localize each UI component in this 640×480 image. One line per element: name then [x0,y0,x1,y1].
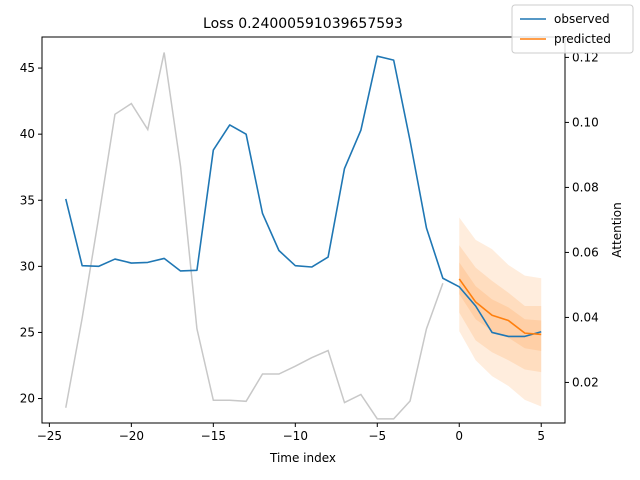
series-attention-line [65,52,444,420]
y-axis-right: 0.02 0.04 0.06 0.08 0.10 0.12 [565,50,599,389]
legend-label-predicted: predicted [554,32,611,46]
quantile-band-3 [459,262,542,351]
y-tick-label: 25 [20,325,35,339]
x-axis-label: Time index [269,451,336,465]
x-tick-label: −25 [37,429,62,443]
legend-box [511,4,634,54]
y2-tick-label: 0.02 [572,375,599,389]
y2-axis-label: Attention [610,202,624,257]
y-tick-label: 20 [20,392,35,406]
legend: observed predicted [511,4,634,54]
quantile-band-2 [459,245,542,373]
plot-area [64,52,542,420]
y2-tick-label: 0.04 [572,310,599,324]
x-tick-label: −10 [283,429,308,443]
axes-frame [41,36,566,424]
quantile-band-1 [459,217,542,407]
y-tick-label: 40 [20,127,35,141]
x-tick-label: 5 [537,429,545,443]
legend-label-observed: observed [554,12,610,26]
x-axis: −25 −20 −15 −10 −5 0 5 [37,423,545,443]
y2-tick-label: 0.08 [572,180,599,194]
y2-tick-label: 0.06 [572,245,599,259]
x-tick-label: −20 [119,429,144,443]
y2-tick-label: 0.10 [572,115,599,129]
y-tick-label: 35 [20,193,35,207]
series-predicted-line [458,278,542,336]
series-observed-line [64,55,542,338]
chart-title: Loss 0.24000591039657593 [203,16,403,32]
y-tick-label: 30 [20,259,35,273]
y2-tick-label: 0.12 [572,50,599,64]
y-tick-label: 45 [20,61,35,75]
y-axis-left: 20 25 30 35 40 45 [20,61,42,406]
x-tick-label: 0 [455,429,463,443]
x-tick-label: −5 [368,429,386,443]
x-tick-label: −15 [201,429,226,443]
